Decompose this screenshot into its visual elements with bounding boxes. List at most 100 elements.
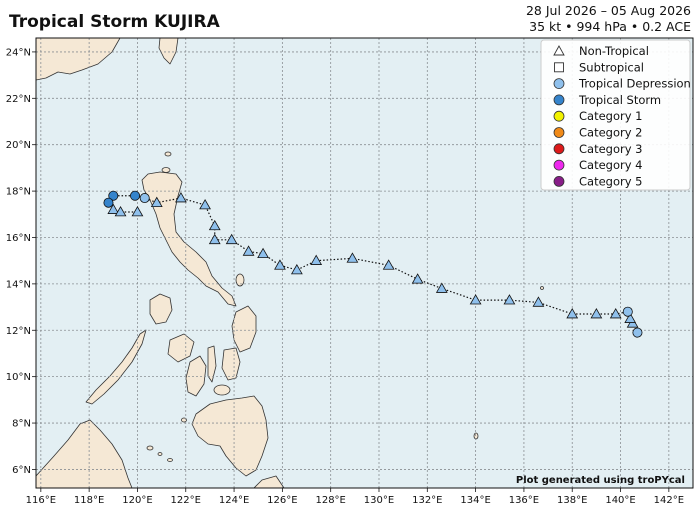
land-batanes	[161, 167, 171, 173]
land-sulu-2	[157, 452, 163, 456]
gridlines	[36, 38, 693, 488]
circle-icon	[553, 94, 565, 106]
track-point-tropical-depression	[622, 306, 633, 317]
lat-tick-label: 6°N	[12, 465, 31, 476]
land-bohol	[213, 384, 231, 396]
triangle-icon	[553, 45, 565, 56]
legend-label: Category 5	[579, 174, 643, 188]
plot-frame	[35, 37, 694, 489]
track-point-nontropical	[411, 273, 424, 284]
legend-label: Category 2	[579, 126, 643, 140]
lon-tick-label: 140°E	[605, 495, 635, 506]
track-point-nontropical	[382, 259, 395, 270]
lat-tick-label: 10°N	[6, 372, 31, 383]
lat-tick-label: 18°N	[6, 187, 31, 198]
storm-stats: 35 kt • 994 hPa • 0.2 ACE	[529, 19, 691, 34]
track-point-nontropical	[242, 245, 255, 256]
lon-tick-label: 118°E	[74, 495, 104, 506]
land-cebu	[207, 345, 217, 383]
track-point-tropical-storm	[130, 190, 141, 201]
legend-label: Tropical Storm	[578, 93, 661, 107]
track-point-nontropical	[199, 199, 211, 210]
lat-tick-label: 22°N	[6, 94, 31, 105]
land-borneo	[36, 419, 133, 488]
land-palawan	[85, 329, 147, 405]
track-point-nontropical	[225, 233, 238, 245]
circle-icon	[553, 143, 565, 155]
track-point-nontropical	[609, 308, 622, 319]
lat-tick-label: 12°N	[6, 326, 31, 337]
lon-tick-label: 116°E	[26, 495, 56, 506]
land-layer	[36, 38, 544, 488]
track-point-nontropical	[150, 196, 163, 207]
track-point-nontropical	[257, 247, 269, 259]
lon-tick-label: 138°E	[557, 495, 587, 506]
legend-box	[540, 39, 691, 191]
land-catanduanes	[235, 273, 245, 287]
track-point-tropical-depression	[632, 327, 643, 338]
lon-tick-label: 132°E	[412, 495, 442, 506]
track-point-nontropical	[503, 294, 516, 305]
land-sulawesi	[253, 475, 285, 488]
land-mindanao	[191, 395, 269, 477]
track-point-tropical-storm	[103, 197, 114, 208]
lat-tick-label: 24°N	[6, 47, 31, 58]
legend-label: Category 1	[579, 109, 643, 123]
lon-tick-label: 128°E	[315, 495, 345, 506]
credit-text: Plot generated using troPYcal	[516, 475, 685, 486]
circle-icon	[553, 127, 565, 138]
lat-tick-label: 8°N	[12, 419, 31, 430]
track-point-nontropical	[208, 233, 221, 245]
legend-label: Category 4	[579, 158, 643, 172]
land-yap	[540, 286, 544, 290]
land-babuyan	[164, 151, 172, 157]
track-point-nontropical	[346, 252, 359, 263]
lat-tick-label: 14°N	[6, 279, 31, 290]
track-point-nontropical	[107, 203, 120, 214]
track-point-tropical-depression	[139, 193, 150, 204]
land-negros	[185, 355, 207, 397]
lat-tick-label: 16°N	[6, 233, 31, 244]
track-point-nontropical	[208, 219, 221, 231]
circle-icon	[553, 175, 565, 187]
land-luzon	[141, 171, 237, 307]
legend-label: Category 3	[579, 142, 643, 156]
track-point-nontropical	[435, 282, 448, 293]
track-point-nontropical	[566, 308, 579, 319]
circle-icon	[553, 78, 565, 89]
track-point-nontropical	[290, 263, 303, 275]
lon-tick-label: 130°E	[364, 495, 394, 506]
track-point-nontropical	[114, 205, 127, 217]
lon-tick-label: 136°E	[509, 495, 539, 506]
legend: Non-Tropical Subtropical Tropical Depressi…	[540, 39, 691, 191]
axis-ticks: 116°E 118°E 120°E 122°E 124°E 126°E 128°E 130°E…	[6, 47, 684, 506]
track-point-tropical-storm	[108, 190, 119, 201]
legend-label: Tropical Depression	[578, 77, 691, 91]
track-point-nontropical	[590, 308, 603, 319]
date-range: 28 Jul 2026 – 05 Aug 2026	[525, 3, 691, 18]
land-panay	[167, 333, 195, 363]
land-mindoro	[149, 293, 173, 325]
legend-label: Subtropical	[579, 60, 644, 74]
track-point-nontropical	[532, 296, 545, 307]
land-taiwan	[158, 38, 179, 65]
legend-label: Non-Tropical	[579, 44, 649, 58]
lon-tick-label: 124°E	[219, 495, 249, 506]
land-sulu-4	[181, 417, 187, 423]
circle-icon	[553, 159, 565, 171]
track-point-nontropical	[175, 192, 187, 203]
square-icon	[554, 62, 564, 73]
track-point-nontropical	[274, 259, 286, 270]
circle-icon	[553, 110, 565, 122]
storm-track	[103, 190, 643, 338]
track-point-nontropical	[624, 312, 637, 323]
track-point-nontropical	[131, 205, 144, 217]
lon-tick-label: 120°E	[122, 495, 152, 506]
lon-tick-label: 134°E	[460, 495, 490, 506]
land-leyte	[221, 347, 241, 381]
track-point-nontropical	[469, 294, 482, 305]
lon-tick-label: 126°E	[267, 495, 297, 506]
land-sulu-1	[146, 445, 154, 451]
map-title: Tropical Storm KUJIRA	[9, 12, 220, 32]
